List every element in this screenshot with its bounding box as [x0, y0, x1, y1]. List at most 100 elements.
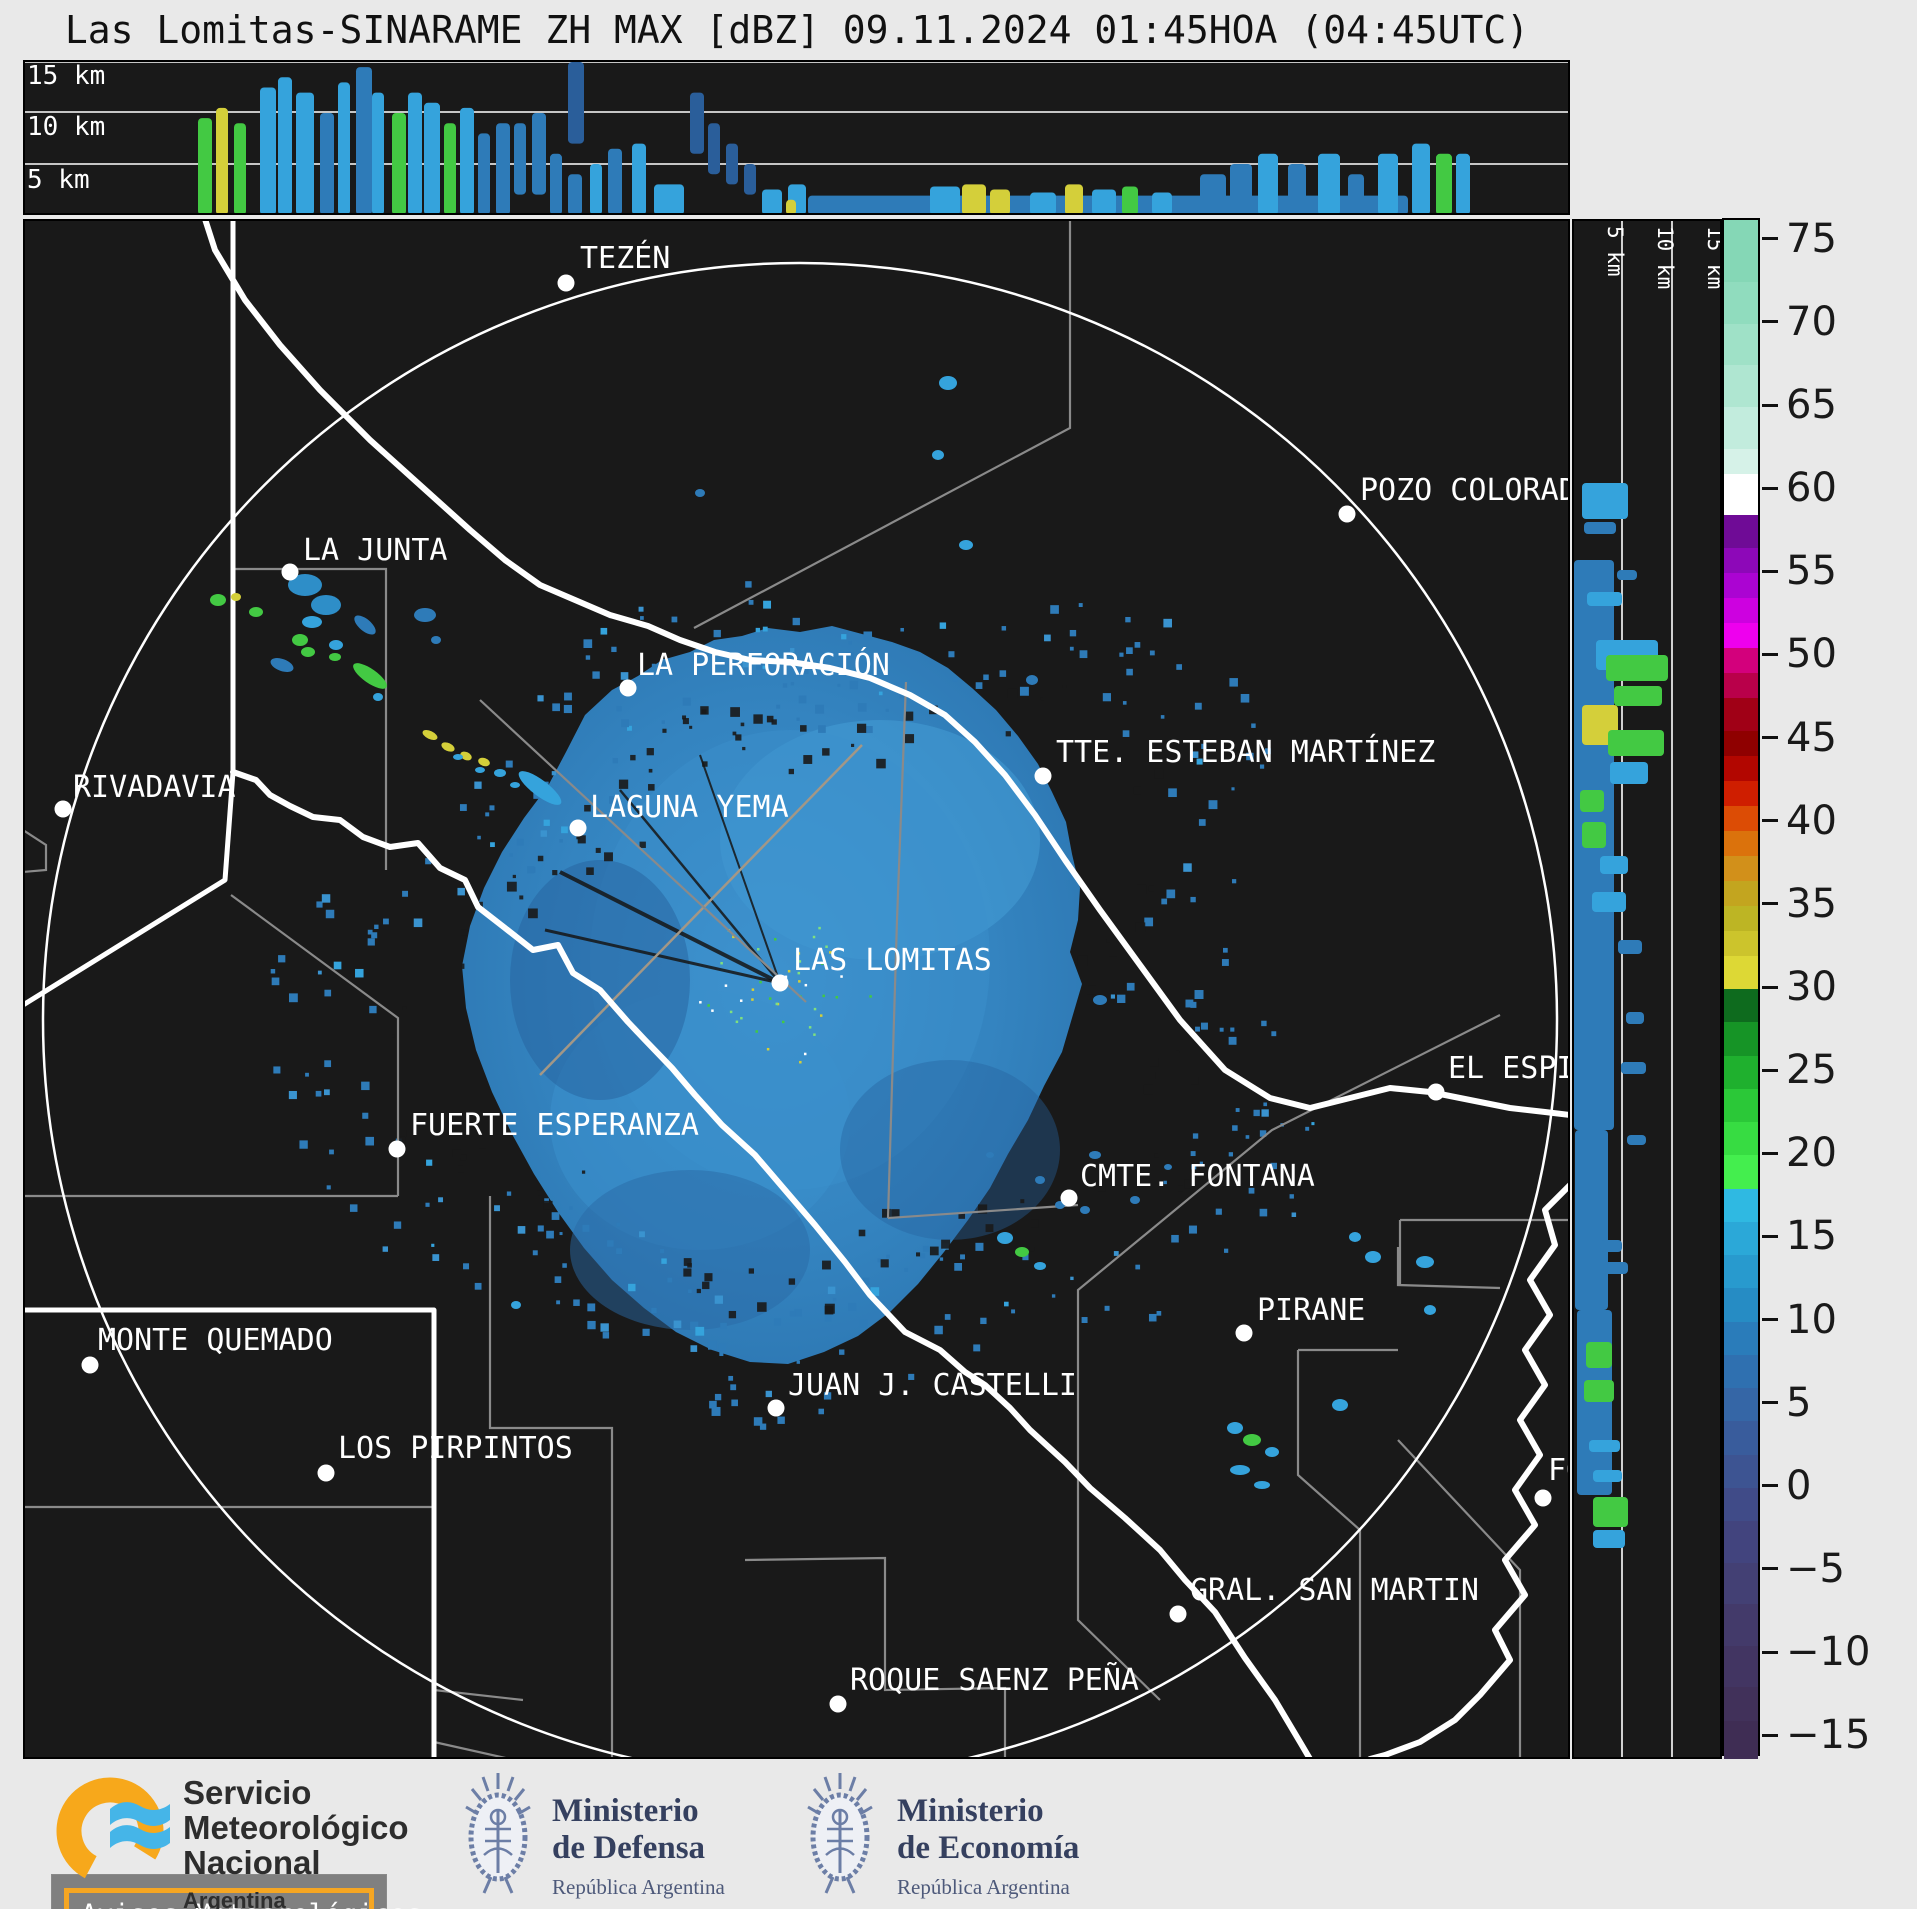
- colorbar-segment: [1724, 220, 1758, 283]
- azimuth-line: [539, 744, 863, 1076]
- right-echo-bar: [1618, 940, 1642, 954]
- colorbar-tick-mark: [1762, 237, 1778, 241]
- city-label: TTE. ESTEBAN MARTÍNEZ: [1056, 734, 1435, 770]
- colorbar-tick-label: 30: [1786, 964, 1837, 1010]
- right-cross-section-panel: 5 km 10 km 15 km: [1572, 219, 1722, 1759]
- right-echo-bar: [1580, 790, 1604, 812]
- defensa-wordmark: Ministerio de Defensa República Argentin…: [552, 1793, 725, 1906]
- right-echo-bar: [1614, 686, 1662, 706]
- colorbar-tick-mark: [1762, 1151, 1778, 1155]
- colorbar-segment: [1724, 1562, 1758, 1605]
- top-echo-bar: [930, 186, 960, 213]
- city-marker: [317, 1464, 335, 1482]
- top-echo-bar: [198, 118, 212, 213]
- right-axis-label: 10 km: [1653, 226, 1677, 289]
- colorbar-segment: [1724, 698, 1758, 732]
- city-label: GRAL. SAN MARTIN: [1190, 1573, 1479, 1608]
- warning-badge-line1: Avisos Meteorológicos: [81, 1898, 422, 1909]
- city-label: LAS LOMITAS: [793, 943, 992, 978]
- top-echo-bar: [478, 133, 490, 213]
- right-echo-bar: [1617, 570, 1637, 580]
- city-label: LA JUNTA: [303, 533, 448, 568]
- top-echo-bar: [744, 164, 756, 195]
- colorbar-tick-mark: [1762, 1733, 1778, 1737]
- department-boundary: [488, 1196, 614, 1757]
- smn-wordmark: Servicio Meteorológico Nacional Argentin…: [183, 1775, 409, 1909]
- right-echo-bar: [1577, 1310, 1612, 1495]
- colorbar-segment: [1724, 473, 1758, 516]
- top-cross-section-panel: 15 km 10 km 5 km: [23, 60, 1570, 215]
- colorbar-tick-mark: [1762, 320, 1778, 324]
- right-echo-bar: [1584, 1380, 1614, 1402]
- city-label: LA PERFORACIÓN: [637, 646, 890, 683]
- colorbar-segment: [1724, 1454, 1758, 1489]
- colorbar-tick-label: 55: [1786, 548, 1837, 595]
- city-marker: [1338, 505, 1356, 523]
- colorbar-segment: [1724, 781, 1758, 807]
- top-echo-bar: [608, 148, 622, 213]
- right-axis-label: 15 km: [1703, 226, 1720, 289]
- colorbar-segment: [1724, 1604, 1758, 1647]
- top-echo-bar: [1412, 143, 1430, 213]
- warning-badge-border: Avisos Meteorológicos a Muy Corto Plazo: [64, 1888, 422, 1909]
- right-echo-bar: [1610, 762, 1648, 784]
- colorbar-segment: [1724, 623, 1758, 649]
- top-echo-bar: [1122, 186, 1138, 213]
- colorbar-segment: [1724, 648, 1758, 674]
- top-axis-label: 15 km: [27, 62, 105, 91]
- city-label: FUERTE ESPERANZA: [410, 1108, 699, 1143]
- city-label: LAGUNA YEMA: [590, 790, 789, 825]
- colorbar-segment: [1724, 1055, 1758, 1090]
- department-boundary: [479, 699, 807, 1003]
- top-echo-bar: [550, 153, 562, 213]
- top-echo-bar: [372, 92, 384, 213]
- top-cross-section-plot: 15 km 10 km 5 km: [25, 62, 1568, 213]
- top-echo-bar: [762, 189, 782, 213]
- colorbar-segment: [1724, 1321, 1758, 1356]
- colorbar-segment: [1724, 1088, 1758, 1123]
- top-echo-bar: [424, 102, 440, 213]
- colorbar-segment: [1724, 407, 1758, 450]
- top-echo-bar: [654, 184, 684, 213]
- colorbar-tick-label: 60: [1786, 465, 1837, 512]
- top-echo-bar: [514, 123, 526, 195]
- province-boundary-river: [1367, 1182, 1568, 1757]
- right-echo-bar: [1582, 822, 1606, 848]
- colorbar-tick-label: 15: [1786, 1213, 1837, 1260]
- top-echo-bar: [296, 92, 314, 213]
- right-echo-bar: [1627, 1135, 1646, 1145]
- city-marker: [829, 1695, 847, 1713]
- economia-line1: Ministerio: [897, 1793, 1044, 1829]
- top-echo-bar: [1152, 192, 1172, 213]
- colorbar-segment: [1724, 1022, 1758, 1057]
- defensa-coat-of-arms-icon: [465, 1773, 531, 1894]
- right-echo-bar: [1593, 1497, 1628, 1527]
- right-echo-bar: [1603, 1262, 1628, 1274]
- right-echo-bar: [1626, 1012, 1644, 1024]
- colorbar-tick-mark: [1762, 736, 1778, 740]
- right-echo-bar: [1600, 1240, 1622, 1252]
- city-marker: [281, 563, 299, 581]
- city-label: CMTE. FONTANA: [1080, 1159, 1315, 1194]
- colorbar-tick-label: 35: [1786, 880, 1837, 927]
- city-marker: [1169, 1605, 1187, 1623]
- city-marker: [1427, 1083, 1445, 1101]
- defensa-line2: de Defensa: [552, 1830, 706, 1866]
- footer-logos: Servicio Meteorológico Nacional Argentin…: [0, 1761, 1917, 1909]
- top-echo-bar: [568, 62, 584, 144]
- colorbar-segment: [1724, 1354, 1758, 1389]
- smn-line2: Meteorológico: [183, 1809, 409, 1846]
- colorbar-segment: [1724, 1188, 1758, 1223]
- department-boundary: [230, 894, 400, 1196]
- right-echo-bar: [1575, 1130, 1608, 1310]
- top-echo-bar: [1030, 192, 1056, 213]
- colorbar-tick-label: 0: [1786, 1462, 1812, 1509]
- department-boundary: [887, 1203, 1079, 1220]
- warning-badge: Avisos Meteorológicos a Muy Corto Plazo: [51, 1874, 422, 1909]
- top-echo-bar: [962, 184, 986, 213]
- top-echo-bar: [444, 123, 456, 213]
- top-echo-bar: [1065, 184, 1083, 213]
- colorbar-segment: [1724, 731, 1758, 757]
- right-echo-bar: [1608, 730, 1664, 756]
- right-echo-bar: [1584, 522, 1616, 534]
